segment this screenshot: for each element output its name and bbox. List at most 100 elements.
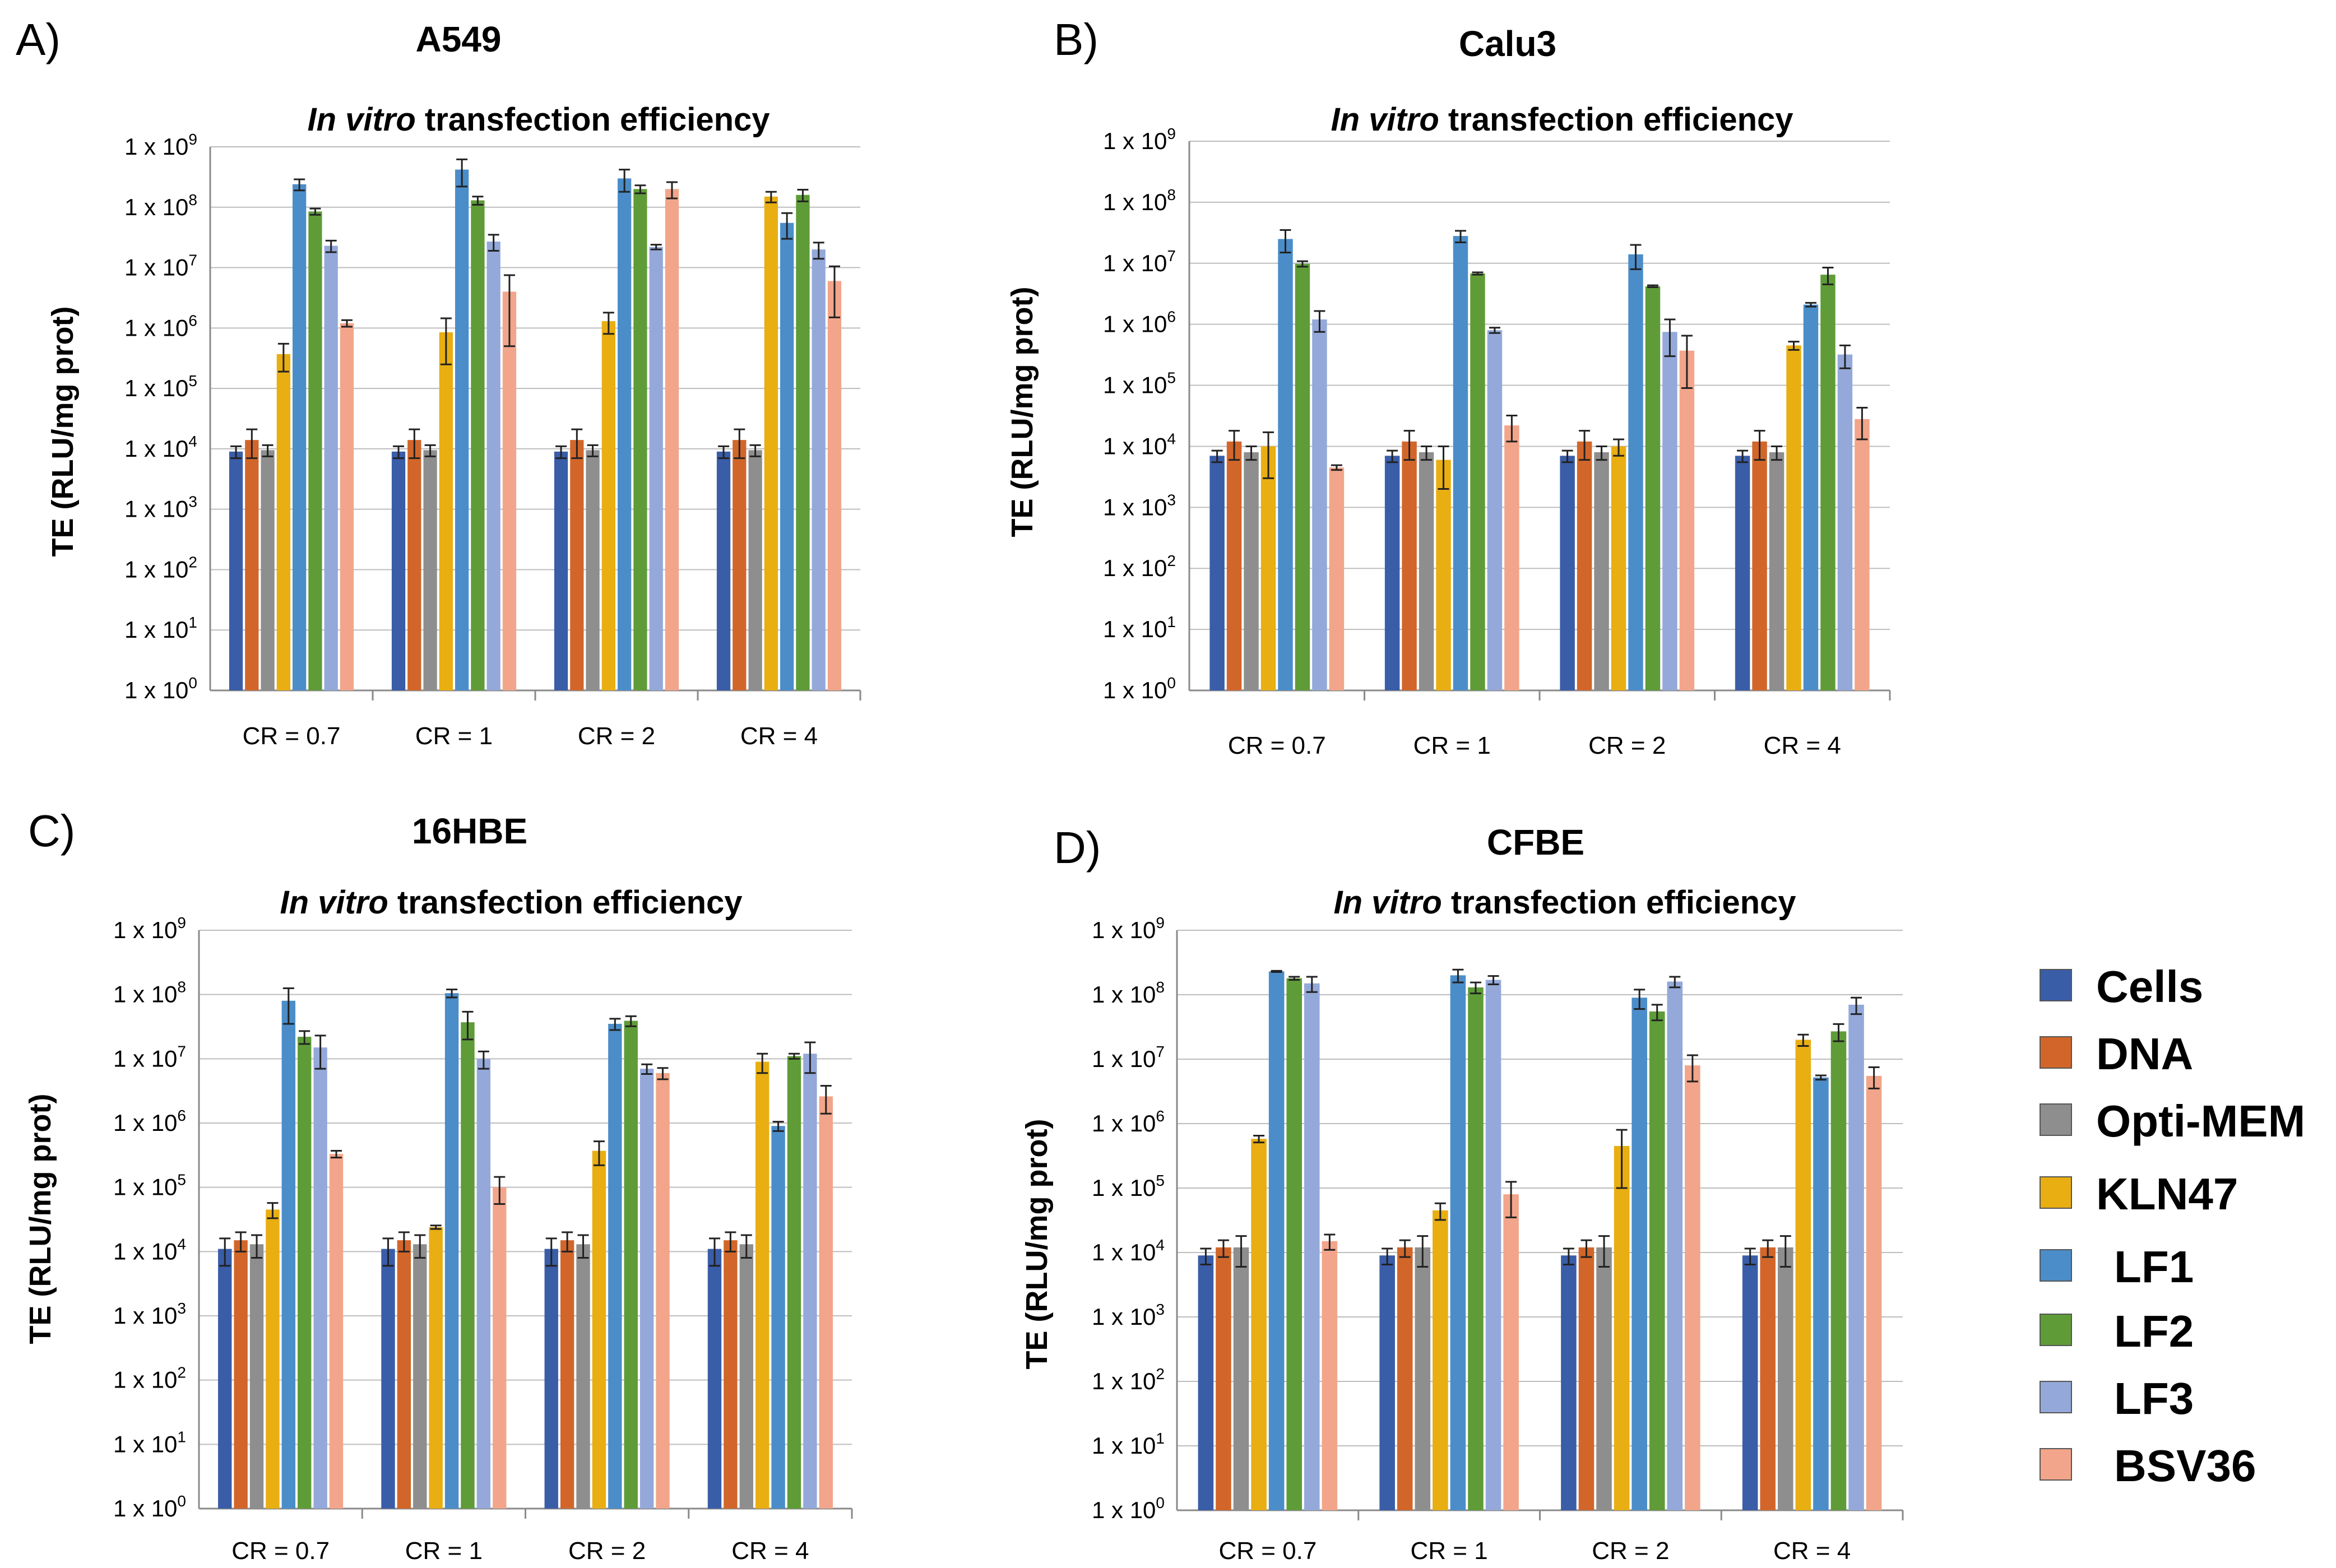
error-bar-opti-mem [262,444,274,457]
legend-item-cells: Cells [2040,962,2203,1012]
bar-lf2 [787,1056,801,1509]
error-bar-dna [409,428,420,460]
error-bar-lf3 [813,242,824,260]
y-tick-base: 1 x 10 [1103,372,1167,398]
panel-c-chart-title: In vitro transfection efficiency [280,884,742,921]
error-bar-dna [398,1231,410,1252]
panel-d-title-italic: In vitro [1333,884,1442,921]
panel-a: A) A549 In vitro transfection efficiency… [16,15,861,750]
bar-bsv36 [656,1073,670,1509]
bar-lf3 [1487,330,1503,690]
error-bar-lf1 [456,158,468,188]
bar-bsv36 [1504,425,1519,690]
bar-dna [570,440,584,690]
error-bar-dna [1217,1239,1229,1258]
error-bar-lf3 [1851,996,1862,1015]
error-bar-cells [718,445,730,460]
y-tick-base: 1 x 10 [124,375,188,401]
bar-lf2 [308,211,322,690]
y-tick-label: 1 x 100 [1092,1494,1165,1523]
bar-cells [716,451,731,690]
bar-lf1 [281,1000,296,1509]
error-bar-lf2 [309,207,321,216]
bar-cells [544,1249,558,1509]
y-tick-exponent: 5 [1167,369,1176,387]
error-bar-lf2 [634,184,646,194]
y-tick-base: 1 x 10 [124,254,188,281]
error-bar-cells [393,445,405,460]
panel-a-title-rest: transfection efficiency [416,101,770,138]
error-bar-lf2 [788,1052,800,1060]
error-bar-bsv36 [494,1176,506,1205]
y-tick-label: 1 x 106 [1103,308,1176,337]
bar-lf2 [1295,263,1310,690]
bar-kln47 [276,354,290,690]
bar-kln47 [1614,1145,1630,1510]
bar-lf2 [1649,1011,1665,1510]
error-bar-lf2 [1651,1004,1663,1022]
legend-swatch-lf1 [2040,1249,2072,1282]
bar-bsv36 [502,291,517,690]
y-tick-label: 1 x 102 [124,553,197,582]
panel-b: B) Calu3 In vitro transfection efficienc… [1005,15,1891,759]
bar-opti-mem [586,450,600,690]
bar-dna [234,1240,248,1509]
bar-cells [1560,456,1575,690]
bar-lf3 [1667,981,1683,1510]
error-bar-opti-mem [1779,1235,1791,1268]
y-tick-base: 1 x 10 [1092,1175,1156,1201]
bar-lf3 [803,1054,817,1509]
bar-cells [229,451,243,690]
bar-lf2 [1645,286,1661,690]
panel-d-chart-title: In vitro transfection efficiency [1333,884,1796,921]
error-bar-dna [235,1231,247,1252]
bar-kln47 [601,321,615,690]
error-bar-lf2 [1296,260,1308,268]
bar-lf2 [1830,1031,1847,1510]
legend-swatch-lf3 [2040,1381,2072,1413]
bar-lf1 [618,178,632,690]
error-bar-cells [1563,1247,1574,1266]
bar-cells [1735,456,1750,690]
bar-kln47 [1436,460,1451,690]
bar-opti-mem [423,450,437,690]
y-tick-exponent: 1 [1167,613,1176,630]
bar-opti-mem [1244,452,1259,690]
y-tick-exponent: 0 [177,1492,186,1510]
bar-opti-mem [1594,452,1609,690]
legend: Cells DNA Opti-MEM KLN47 LF1 LF2 LF3 BSV36 [2040,962,2305,1491]
y-tick-base: 1 x 10 [1092,1368,1156,1394]
y-tick-label: 1 x 109 [1092,914,1165,943]
panel-a-chart-title: In vitro transfection efficiency [307,101,770,138]
y-tick-label: 1 x 106 [124,312,197,341]
y-tick-base: 1 x 10 [1103,128,1167,154]
y-tick-base: 1 x 10 [113,981,177,1008]
y-tick-label: 1 x 102 [1103,552,1176,581]
bar-opti-mem [1769,452,1785,690]
bar-lf1 [1453,236,1468,690]
y-tick-exponent: 8 [1156,978,1165,996]
y-tick-label: 1 x 103 [1103,491,1176,520]
y-tick-base: 1 x 10 [113,1431,177,1457]
y-tick-exponent: 3 [1156,1301,1165,1318]
panel-b-y-axis-label: TE (RLU/mg prot) [1005,287,1039,537]
bar-bsv36 [1855,419,1870,690]
error-bar-kln47 [1434,1202,1446,1221]
bar-kln47 [429,1227,443,1509]
error-bar-dna [1762,1239,1774,1258]
error-bar-lf1 [1454,230,1466,243]
bar-dna [1216,1247,1231,1510]
y-tick-label: 1 x 105 [1092,1172,1165,1201]
y-tick-exponent: 5 [177,1171,186,1189]
y-tick-exponent: 9 [1156,914,1165,931]
y-tick-base: 1 x 10 [124,435,188,462]
error-bar-kln47 [277,342,289,373]
error-bar-lf3 [1664,318,1676,358]
y-tick-exponent: 8 [1167,186,1176,203]
bar-bsv36 [1329,467,1345,690]
y-tick-exponent: 7 [188,252,197,269]
bar-bsv36 [1322,1241,1338,1510]
legend-label-lf2: LF2 [2114,1306,2194,1356]
bar-lf1 [1632,998,1647,1510]
